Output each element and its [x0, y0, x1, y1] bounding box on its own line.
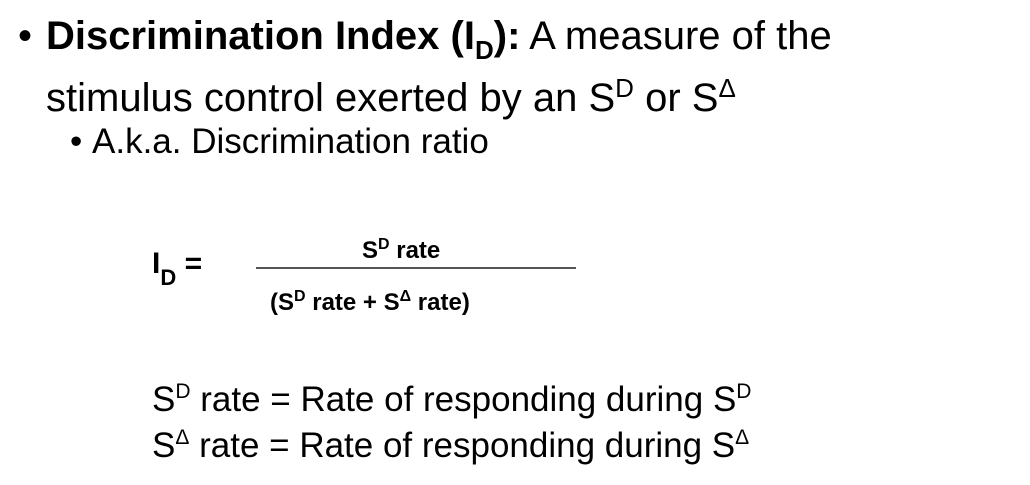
sub-bullet-marker: • — [70, 122, 83, 161]
denominator-mid: rate + S — [305, 289, 400, 316]
definition-sdelta-rate: SΔ rate = Rate of responding during SΔ — [152, 418, 749, 466]
def-sup: Δ — [175, 426, 190, 449]
sd-superscript: D — [615, 73, 634, 103]
title-line-2: stimulus control exerted by an SD or SΔ — [46, 66, 736, 120]
title-line-1: Discrimination Index (ID): A measure of … — [46, 14, 832, 72]
definition-sd-rate: SD rate = Rate of responding during SD — [152, 372, 751, 420]
term-subscript: D — [474, 35, 494, 65]
numerator-rest: rate — [389, 237, 441, 264]
def-s: S — [152, 426, 176, 465]
def-text: rate = Rate of responding during S — [189, 426, 736, 465]
description-line-2: stimulus control exerted by an S — [46, 76, 616, 120]
formula-equals: = — [176, 247, 203, 280]
numerator-sup: D — [378, 236, 390, 253]
numerator-s: S — [362, 237, 379, 264]
description-or: or S — [633, 76, 719, 120]
term-label: Discrimination Index (I — [46, 14, 475, 58]
formula-denominator: (SD rate + SΔ rate) — [270, 282, 470, 318]
term-close: ): — [493, 14, 521, 58]
denominator-close: rate) — [411, 289, 470, 316]
def-text: rate = Rate of responding during S — [190, 380, 737, 419]
formula-numerator: SD rate — [362, 230, 440, 266]
formula-lhs: ID = — [152, 246, 202, 296]
bullet-marker: • — [18, 14, 33, 58]
sdelta-superscript: Δ — [718, 73, 736, 103]
denominator-sup2: Δ — [399, 288, 412, 305]
description-line-1: A measure of the — [520, 14, 832, 58]
formula-lhs-sub: D — [160, 265, 177, 290]
fraction-line — [256, 267, 576, 269]
denominator-open: (S — [270, 289, 294, 316]
def-end-sup: D — [736, 380, 752, 403]
def-s: S — [152, 380, 176, 419]
aka-text: A.k.a. Discrimination ratio — [92, 122, 489, 161]
def-end-sup: Δ — [735, 426, 750, 449]
def-sup: D — [175, 380, 191, 403]
formula-lhs-main: I — [152, 247, 161, 280]
denominator-sup1: D — [294, 288, 306, 305]
